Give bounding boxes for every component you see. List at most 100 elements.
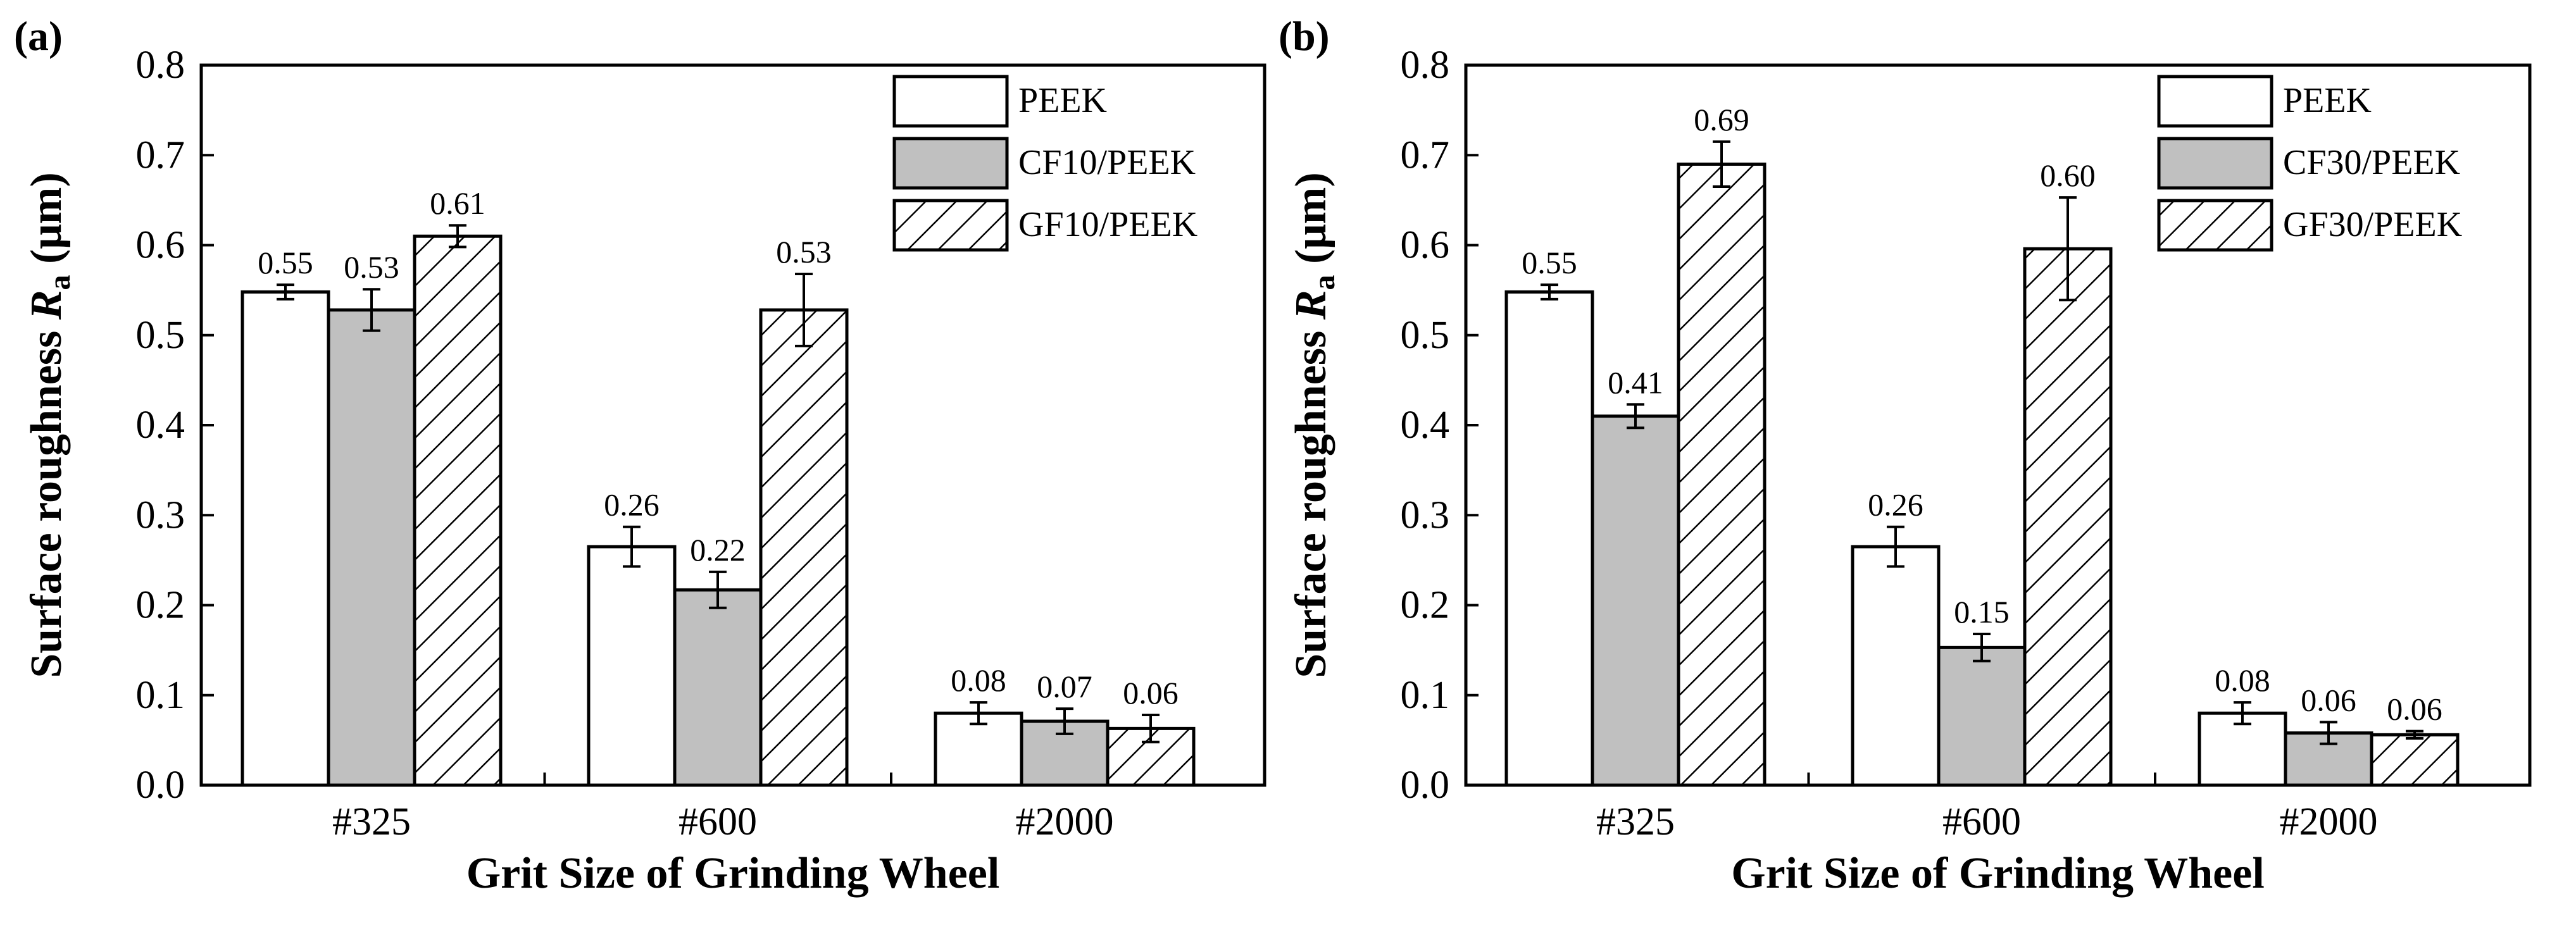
data-label: 0.26 bbox=[1868, 487, 1923, 523]
data-label: 0.06 bbox=[2387, 692, 2442, 727]
y-tick-label: 0.7 bbox=[136, 133, 185, 177]
error-bar bbox=[363, 288, 380, 332]
error-bar bbox=[449, 224, 466, 249]
data-label: 0.08 bbox=[951, 662, 1006, 698]
y-axis-title: Surface roughness Ra (μm) bbox=[22, 172, 77, 678]
data-label: 0.26 bbox=[604, 487, 660, 523]
y-tick-label: 0.6 bbox=[136, 224, 185, 267]
y-tick-label: 0.8 bbox=[1401, 44, 1450, 87]
legend-label: CF30/PEEK bbox=[2283, 143, 2460, 182]
data-label: 0.06 bbox=[1123, 675, 1179, 711]
y-tick-label: 0.1 bbox=[1401, 674, 1450, 717]
y-tick-label: 0.1 bbox=[136, 674, 185, 717]
bar bbox=[327, 308, 416, 787]
bar bbox=[759, 308, 849, 787]
bar bbox=[1851, 545, 1941, 787]
bar bbox=[1504, 290, 1594, 787]
panel-label: (b) bbox=[1279, 13, 1330, 59]
x-tick-label: #2000 bbox=[2280, 800, 2378, 843]
x-axis-title: Grit Size of Grinding Wheel bbox=[1731, 849, 2265, 898]
y-tick-label: 0.0 bbox=[136, 764, 185, 807]
y-axis-title-main: Surface roughness bbox=[22, 320, 71, 678]
x-axis-title: Grit Size of Grinding Wheel bbox=[466, 849, 1000, 898]
error-bar bbox=[1713, 140, 1730, 189]
error-bar bbox=[795, 273, 813, 347]
data-label: 0.53 bbox=[776, 234, 832, 270]
error-bar bbox=[2406, 729, 2423, 740]
data-label: 0.61 bbox=[430, 185, 485, 221]
bar bbox=[1591, 414, 1680, 787]
error-bar bbox=[709, 570, 727, 609]
legend-label: GF10/PEEK bbox=[1018, 205, 1197, 244]
y-tick-label: 0.6 bbox=[1401, 224, 1450, 267]
y-tick-label: 0.4 bbox=[1401, 404, 1450, 447]
legend: PEEK CF10/PEEK GF10/PEEK bbox=[892, 75, 1197, 252]
data-label: 0.15 bbox=[1954, 594, 2010, 630]
data-label: 0.06 bbox=[2301, 682, 2356, 717]
error-bar bbox=[970, 701, 987, 726]
y-axis-title-symbol: R bbox=[22, 290, 71, 320]
x-tick-label: #325 bbox=[332, 800, 411, 843]
error-bar bbox=[1627, 403, 1644, 430]
error-bar bbox=[2234, 701, 2251, 726]
x-tick-label: #600 bbox=[1942, 800, 2021, 843]
y-tick-label: 0.4 bbox=[136, 404, 185, 447]
data-label: 0.22 bbox=[690, 532, 746, 568]
bar bbox=[673, 588, 763, 787]
error-bar bbox=[2320, 721, 2337, 745]
x-tick-label: #2000 bbox=[1016, 800, 1114, 843]
error-bar bbox=[1056, 707, 1073, 735]
bar bbox=[2370, 733, 2460, 787]
y-tick-label: 0.7 bbox=[1401, 133, 1450, 177]
y-tick-label: 0.2 bbox=[1401, 584, 1450, 627]
legend-swatch bbox=[892, 137, 1009, 190]
x-tick-label: #600 bbox=[678, 800, 757, 843]
panel-label: (a) bbox=[14, 13, 63, 59]
y-tick-label: 0.2 bbox=[136, 584, 185, 627]
error-bar bbox=[1541, 283, 1558, 301]
chart-panel-b: (b) 0.55 0.26 0.08 0.41 0.15 0.06 0.69 0.60 0.06 0… bbox=[1279, 13, 2532, 898]
y-tick-label: 0.0 bbox=[1401, 764, 1450, 807]
data-label: 0.69 bbox=[1694, 102, 1749, 137]
legend-label: CF10/PEEK bbox=[1018, 143, 1196, 182]
error-bar bbox=[623, 525, 641, 568]
legend-swatch bbox=[892, 199, 1009, 252]
data-label: 0.41 bbox=[1608, 364, 1663, 400]
y-tick-label: 0.3 bbox=[136, 494, 185, 537]
bar bbox=[2023, 247, 2113, 787]
y-axis-title-subscript: a bbox=[1308, 275, 1341, 290]
legend: PEEK CF30/PEEK GF30/PEEK bbox=[2157, 75, 2462, 252]
y-axis-title-symbol: R bbox=[1287, 290, 1335, 320]
error-bar bbox=[2059, 196, 2077, 302]
bar bbox=[1677, 162, 1766, 787]
bar bbox=[1937, 645, 2027, 787]
data-label: 0.07 bbox=[1037, 669, 1092, 704]
y-axis-title-unit: (μm) bbox=[22, 172, 71, 275]
data-label: 0.55 bbox=[1522, 245, 1577, 280]
chart-panel-a: (a) 0.55 0.26 0.08 0.53 0.22 0.07 0.61 0.53 0.06 0… bbox=[14, 13, 1266, 898]
bar bbox=[241, 290, 330, 787]
legend-swatch bbox=[2157, 199, 2273, 252]
legend-swatch bbox=[2157, 137, 2273, 190]
error-bar bbox=[277, 283, 294, 301]
legend-swatch bbox=[2157, 75, 2273, 128]
data-label: 0.60 bbox=[2040, 158, 2096, 193]
y-axis-title-subscript: a bbox=[43, 275, 77, 290]
y-tick-label: 0.5 bbox=[136, 314, 185, 357]
y-tick-label: 0.5 bbox=[1401, 314, 1450, 357]
bar bbox=[587, 545, 677, 787]
x-tick-label: #325 bbox=[1596, 800, 1675, 843]
y-axis-title: Surface roughness Ra (μm) bbox=[1287, 172, 1341, 678]
data-label: 0.08 bbox=[2215, 662, 2270, 698]
y-axis-title-unit: (μm) bbox=[1287, 172, 1335, 275]
error-bar bbox=[1142, 714, 1160, 743]
data-label: 0.55 bbox=[258, 245, 313, 280]
y-tick-label: 0.8 bbox=[136, 44, 185, 87]
error-bar bbox=[1973, 633, 1991, 662]
y-axis-title-main: Surface roughness bbox=[1287, 320, 1335, 678]
error-bar bbox=[1887, 525, 1904, 568]
legend-label: PEEK bbox=[1018, 81, 1107, 120]
data-label: 0.53 bbox=[344, 249, 399, 285]
legend-swatch bbox=[892, 75, 1009, 128]
